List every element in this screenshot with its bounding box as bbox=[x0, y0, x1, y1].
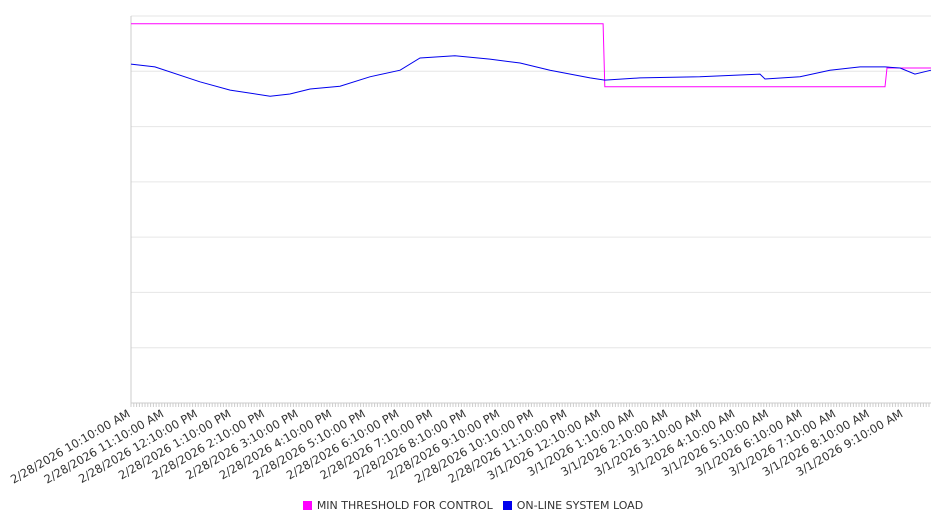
x-axis-labels: 2/28/2026 10:10:00 AM2/28/2026 11:10:00 … bbox=[8, 406, 905, 486]
system-load-line bbox=[131, 56, 931, 96]
legend-label: ON-LINE SYSTEM LOAD bbox=[517, 499, 643, 512]
series-lines bbox=[131, 24, 931, 97]
line-chart: 2/28/2026 10:10:00 AM2/28/2026 11:10:00 … bbox=[0, 0, 946, 495]
legend-label: MIN THRESHOLD FOR CONTROL bbox=[317, 499, 493, 512]
legend-swatch bbox=[503, 501, 512, 510]
legend-swatch bbox=[303, 501, 312, 510]
min-threshold-line bbox=[131, 24, 931, 87]
legend-item-min-threshold[interactable]: MIN THRESHOLD FOR CONTROL bbox=[303, 499, 493, 512]
legend: MIN THRESHOLD FOR CONTROL ON-LINE SYSTEM… bbox=[0, 499, 946, 512]
legend-item-system-load[interactable]: ON-LINE SYSTEM LOAD bbox=[503, 499, 643, 512]
